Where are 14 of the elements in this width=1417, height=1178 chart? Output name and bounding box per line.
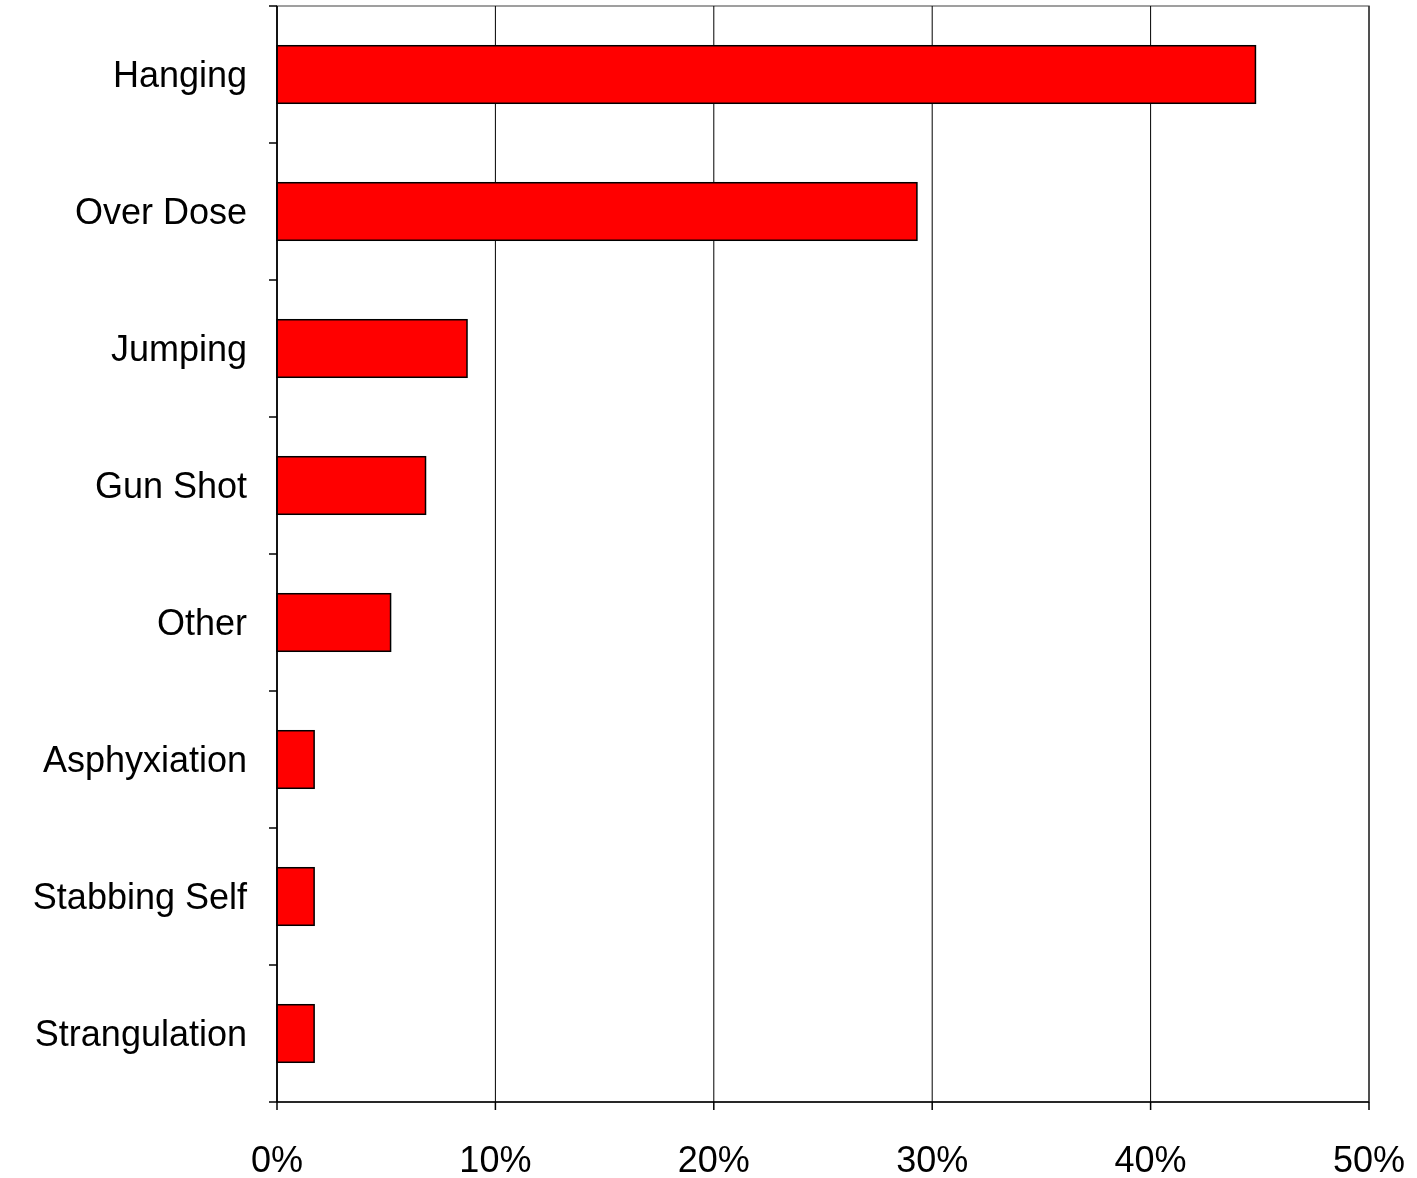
x-tick-label: 30%	[896, 1139, 969, 1178]
y-tick-label: Hanging	[112, 54, 247, 96]
x-tick-label: 20%	[677, 1139, 750, 1178]
x-tick-label: 50%	[1332, 1139, 1406, 1178]
x-tick-label: 40%	[1114, 1139, 1187, 1178]
y-tick-label: Gun Shot	[94, 465, 247, 507]
x-tick-label: 0%	[250, 1139, 304, 1178]
y-tick-label: Over Dose	[74, 191, 247, 233]
y-tick-label: Other	[156, 602, 247, 644]
x-tick-label: 10%	[459, 1139, 532, 1178]
y-tick-label: Jumping	[110, 328, 247, 370]
y-tick-label: Strangulation	[34, 1013, 247, 1055]
y-tick-label: Stabbing Self	[32, 876, 248, 918]
y-tick-label: Asphyxiation	[42, 739, 247, 781]
